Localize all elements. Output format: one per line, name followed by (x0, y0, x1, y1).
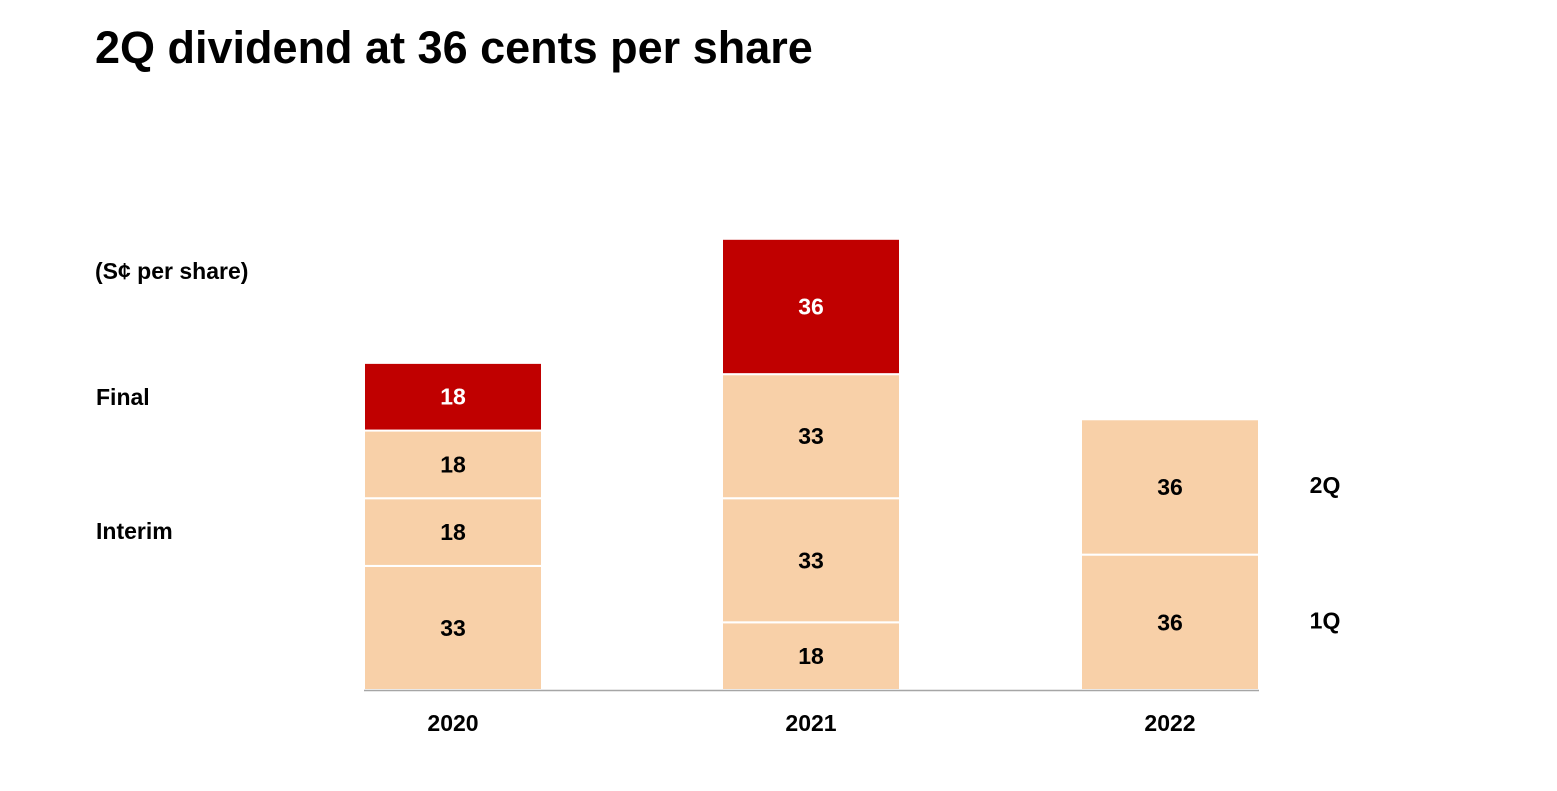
data-label-2020-1: 33 (440, 615, 466, 641)
bar-segment-2021-2 (721, 497, 901, 624)
bar-segment-2022-2 (1080, 418, 1260, 556)
side-label-2Q: 2Q (1310, 472, 1341, 498)
data-label-2021-1: 18 (798, 643, 824, 669)
bar-segment-2020-4 (363, 361, 543, 432)
row-label-interim: Interim (96, 518, 173, 544)
bar-segment-2020-1 (363, 564, 543, 691)
row-label-final: Final (96, 384, 150, 410)
data-label-2021-4: 36 (798, 293, 824, 319)
data-label-2020-4: 18 (440, 384, 466, 410)
data-label-2022-2: 36 (1157, 474, 1183, 500)
category-label-2020: 2020 (427, 710, 478, 736)
data-label-2022-1: 36 (1157, 609, 1183, 635)
data-label-2021-3: 33 (798, 423, 824, 449)
chart-title: 2Q dividend at 36 cents per share (95, 22, 813, 73)
category-label-2022: 2022 (1144, 710, 1195, 736)
data-label-2021-2: 33 (798, 547, 824, 573)
bar-segment-2021-3 (721, 373, 901, 500)
unit-label: (S¢ per share) (95, 258, 249, 284)
bar-segment-2021-4 (721, 237, 901, 376)
data-label-2020-3: 18 (440, 451, 466, 477)
data-label-2020-2: 18 (440, 519, 466, 545)
side-label-1Q: 1Q (1310, 607, 1341, 633)
category-label-2021: 2021 (785, 710, 836, 736)
